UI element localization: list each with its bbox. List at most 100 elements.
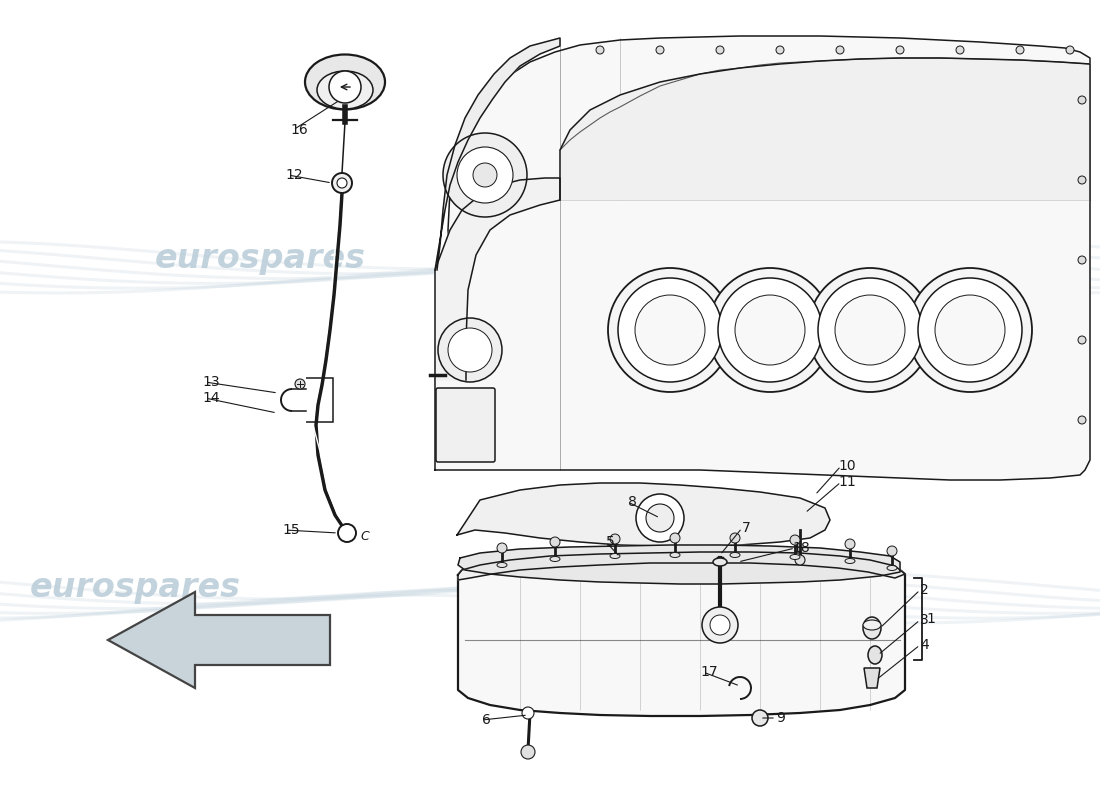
- Circle shape: [608, 268, 732, 392]
- Circle shape: [956, 46, 964, 54]
- Circle shape: [908, 268, 1032, 392]
- Circle shape: [337, 178, 346, 188]
- FancyBboxPatch shape: [436, 388, 495, 462]
- Ellipse shape: [497, 562, 507, 567]
- Text: 9: 9: [776, 711, 785, 725]
- Text: eurospares: eurospares: [560, 571, 771, 604]
- Circle shape: [596, 46, 604, 54]
- Circle shape: [887, 546, 896, 556]
- Text: 10: 10: [838, 459, 856, 473]
- Polygon shape: [434, 178, 560, 380]
- Circle shape: [896, 46, 904, 54]
- Text: 3: 3: [920, 613, 928, 627]
- Text: eurospares: eurospares: [570, 242, 781, 275]
- Text: 6: 6: [482, 713, 491, 727]
- Circle shape: [702, 607, 738, 643]
- Polygon shape: [560, 58, 1090, 200]
- Ellipse shape: [713, 558, 727, 566]
- Ellipse shape: [550, 557, 560, 562]
- Text: 4: 4: [920, 638, 928, 652]
- Text: C: C: [360, 530, 368, 543]
- Text: eurospares: eurospares: [30, 571, 241, 604]
- Circle shape: [752, 710, 768, 726]
- Ellipse shape: [730, 553, 740, 558]
- Polygon shape: [434, 38, 560, 270]
- Polygon shape: [458, 552, 905, 580]
- Ellipse shape: [790, 554, 800, 559]
- Circle shape: [835, 295, 905, 365]
- Circle shape: [708, 268, 832, 392]
- Circle shape: [710, 615, 730, 635]
- Polygon shape: [458, 552, 905, 716]
- Circle shape: [776, 46, 784, 54]
- Ellipse shape: [610, 554, 620, 558]
- Ellipse shape: [305, 54, 385, 110]
- Circle shape: [808, 268, 932, 392]
- Circle shape: [610, 534, 620, 544]
- Circle shape: [329, 71, 361, 103]
- Polygon shape: [108, 592, 330, 688]
- Ellipse shape: [845, 558, 855, 563]
- Text: eurospares: eurospares: [155, 242, 366, 275]
- Circle shape: [521, 745, 535, 759]
- Circle shape: [735, 295, 805, 365]
- Circle shape: [818, 278, 922, 382]
- Circle shape: [448, 328, 492, 372]
- Circle shape: [646, 504, 674, 532]
- Text: 14: 14: [202, 391, 220, 405]
- Text: 11: 11: [838, 475, 856, 489]
- Circle shape: [656, 46, 664, 54]
- Text: 17: 17: [700, 665, 717, 679]
- Circle shape: [338, 524, 356, 542]
- Circle shape: [1066, 46, 1074, 54]
- Circle shape: [1016, 46, 1024, 54]
- Ellipse shape: [868, 646, 882, 664]
- Circle shape: [670, 533, 680, 543]
- Circle shape: [635, 295, 705, 365]
- Circle shape: [550, 537, 560, 547]
- Circle shape: [716, 46, 724, 54]
- Circle shape: [795, 555, 805, 565]
- Text: 1: 1: [926, 612, 935, 626]
- Circle shape: [1078, 416, 1086, 424]
- Text: 16: 16: [290, 123, 308, 137]
- Text: 15: 15: [282, 523, 299, 537]
- Circle shape: [332, 173, 352, 193]
- Text: 18: 18: [792, 541, 810, 555]
- Ellipse shape: [887, 566, 896, 570]
- Circle shape: [790, 535, 800, 545]
- Circle shape: [1078, 96, 1086, 104]
- Circle shape: [497, 543, 507, 553]
- Circle shape: [918, 278, 1022, 382]
- Polygon shape: [458, 545, 900, 584]
- Circle shape: [935, 295, 1005, 365]
- Ellipse shape: [670, 553, 680, 558]
- Circle shape: [456, 147, 513, 203]
- Circle shape: [845, 539, 855, 549]
- Circle shape: [438, 318, 502, 382]
- Polygon shape: [434, 36, 1090, 480]
- Circle shape: [836, 46, 844, 54]
- Ellipse shape: [864, 617, 881, 639]
- Circle shape: [522, 707, 534, 719]
- Polygon shape: [456, 483, 830, 546]
- Text: 7: 7: [742, 521, 750, 535]
- Circle shape: [618, 278, 722, 382]
- Circle shape: [473, 163, 497, 187]
- Text: 2: 2: [920, 583, 928, 597]
- Circle shape: [636, 494, 684, 542]
- Circle shape: [730, 533, 740, 543]
- Circle shape: [443, 133, 527, 217]
- Circle shape: [1078, 256, 1086, 264]
- Circle shape: [1078, 176, 1086, 184]
- Ellipse shape: [864, 620, 881, 630]
- Circle shape: [718, 278, 822, 382]
- Circle shape: [1078, 336, 1086, 344]
- Text: 5: 5: [606, 535, 615, 549]
- Text: 12: 12: [285, 168, 303, 182]
- Text: 8: 8: [628, 495, 637, 509]
- Ellipse shape: [317, 71, 373, 109]
- Circle shape: [295, 379, 305, 389]
- Polygon shape: [864, 668, 880, 688]
- Text: 13: 13: [202, 375, 220, 389]
